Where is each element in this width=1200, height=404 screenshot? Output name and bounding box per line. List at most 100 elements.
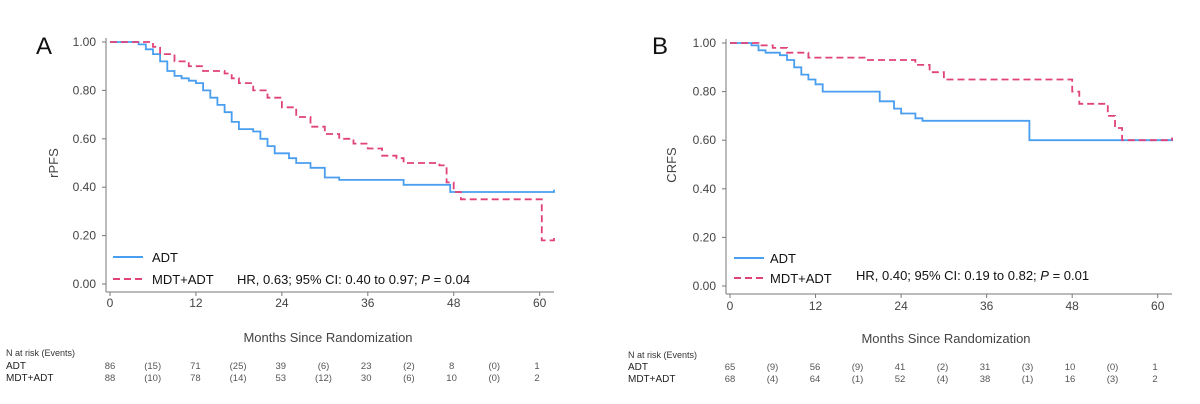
panel-a-plot-area: 0.00 0.20 0.40 0.60 0.80 1.00 0 12 24 36 48 60: [73, 35, 555, 310]
panel-a-legend-adt-label: ADT: [152, 250, 178, 265]
panel-b-risk-title: N at risk (Events): [628, 350, 697, 360]
panel-b-risk-cell: (3): [1022, 362, 1034, 373]
panel-b-risk-cell: (1): [1022, 374, 1034, 385]
panel-b-risk-cell: (9): [767, 362, 779, 373]
panel-a-risk-cell: 71: [190, 361, 201, 372]
panel-b-risk-cell: 10: [1065, 362, 1076, 373]
panel-b-risk-cell: (9): [852, 362, 864, 373]
panel-b-y-tick-label: 0.20: [693, 230, 717, 244]
panel-a-risk-cell: (2): [403, 361, 415, 372]
panel-b-risk-cell: (4): [767, 374, 779, 385]
panel-a-y-tick-label: 1.00: [73, 35, 97, 49]
panel-b-x-tick-label: 24: [894, 299, 908, 313]
panel-a-risk-cell: (10): [144, 373, 161, 384]
panel-b-risk-table: N at risk (Events) ADT MDT+ADT 65 (9) 56 (9…: [628, 350, 1158, 385]
panel-a-risk-cell: 78: [190, 373, 201, 384]
panel-b-risk-cell: 52: [895, 374, 906, 385]
panel-a-y-tick-label: 0.00: [73, 277, 97, 291]
panel-a-curve-adt: [110, 41, 555, 193]
panel-a-risk-cell: 88: [105, 373, 116, 384]
panel-a-x-tick-label: 12: [189, 296, 203, 310]
panel-b-risk-row-label: ADT: [628, 362, 648, 373]
panel-a-risk-values: 86 (15) 71 (25) 39 (6) 23 (2) 8 (0) 1 88 (10) 78 (14) 5…: [105, 361, 540, 384]
panel-b-x-tick-label: 48: [1066, 299, 1080, 313]
panel-a-legend-mdt-label: MDT+ADT: [152, 272, 214, 287]
panel-b-curve-mdt-adt: [730, 42, 1173, 142]
panel-a-risk-cell: (25): [230, 361, 247, 372]
panel-b-risk-cell: 16: [1065, 374, 1076, 385]
panel-b-x-axis-title: Months Since Randomization: [861, 331, 1030, 346]
panel-b-p-symbol: P: [1040, 268, 1049, 283]
panel-b-risk-cell: 56: [810, 362, 821, 373]
panel-b-x-tick-label: 0: [727, 299, 734, 313]
panel-a-risk-cell: 39: [276, 361, 287, 372]
panel-a-risk-cell: 53: [276, 373, 287, 384]
panel-b-y-axis-title: CRFS: [664, 147, 679, 183]
panel-a-y-tick-label: 0.40: [73, 180, 97, 194]
panel-a-risk-cell: (12): [315, 373, 332, 384]
panel-b-risk-cell: 38: [980, 374, 991, 385]
panel-a-curve-mdt-adt: [110, 41, 555, 242]
panel-b: B CRFS Months Since Randomization 0.000.…: [628, 33, 1173, 385]
panel-b-y-tick-label: 0.00: [693, 279, 717, 293]
panel-a-y-tick-label: 0.20: [73, 229, 97, 243]
panel-b-risk-row-label: MDT+ADT: [628, 374, 676, 385]
panel-a-risk-row-label: MDT+ADT: [6, 373, 54, 384]
panel-b-x-tick-label: 60: [1151, 299, 1165, 313]
panel-b-risk-cell: 2: [1152, 374, 1157, 385]
panel-a-p-value: = 0.04: [430, 272, 470, 287]
panel-a: A rPFS Months Since Randomization 0.000.…: [6, 33, 555, 384]
panel-a-risk-cell: 23: [361, 361, 372, 372]
panel-b-legend-adt-label: ADT: [770, 251, 796, 266]
panel-a-legend: ADT MDT+ADT: [113, 250, 214, 287]
panel-a-letter: A: [36, 33, 52, 60]
panel-b-y-tick-label: 0.60: [693, 133, 717, 147]
panel-b-letter: B: [652, 33, 668, 60]
panel-a-x-tick-label: 36: [361, 296, 375, 310]
panel-a-risk-cell: 86: [105, 361, 116, 372]
panel-a-x-axis-title: Months Since Randomization: [243, 330, 412, 345]
panel-a-risk-cell: 2: [534, 373, 539, 384]
panel-b-x-tick-label: 36: [980, 299, 994, 313]
panel-a-x-tick-label: 60: [533, 296, 547, 310]
panel-a-risk-cell: 10: [446, 373, 457, 384]
panel-a-y-tick-label: 0.60: [73, 132, 97, 146]
panel-b-p-value: = 0.01: [1049, 268, 1089, 283]
panel-a-x-tick-label: 24: [275, 296, 289, 310]
panel-a-p-symbol: P: [421, 272, 430, 287]
panel-b-risk-values: 65 (9) 56 (9) 41 (2) 31 (3) 10 (0) 1 68 (4) 64 (1) 52 (4…: [725, 362, 1158, 385]
panel-a-y-axis-title: rPFS: [46, 148, 61, 178]
panel-a-risk-cell: (0): [488, 373, 500, 384]
panel-a-risk-cell: (6): [403, 373, 415, 384]
panel-a-risk-cell: (0): [488, 361, 500, 372]
panel-b-legend-mdt-label: MDT+ADT: [770, 271, 832, 286]
panel-a-hr-text: HR, 0.63; 95% CI: 0.40 to 0.97;: [237, 272, 421, 287]
panel-b-risk-cell: (0): [1107, 362, 1119, 373]
panel-a-y-tick-label: 0.80: [73, 83, 97, 97]
panel-b-risk-cell: (2): [937, 362, 949, 373]
panel-b-risk-cell: (4): [937, 374, 949, 385]
panel-b-plot-area: 0.00 0.20 0.40 0.60 0.80 1.00 0 12 24 36 48 60: [693, 36, 1173, 313]
panel-b-y-tick-label: 0.80: [693, 85, 717, 99]
panel-a-risk-cell: 30: [361, 373, 372, 384]
panel-b-y-tick-label: 1.00: [693, 36, 717, 50]
panel-a-risk-cell: 1: [534, 361, 539, 372]
panel-b-risk-cell: 64: [810, 374, 821, 385]
panel-b-y-tick-label: 0.40: [693, 182, 717, 196]
panel-b-x-tick-label: 12: [809, 299, 823, 313]
panel-b-risk-cell: 31: [980, 362, 991, 373]
panel-b-curve-adt: [730, 42, 1173, 142]
panel-a-hr-annotation: HR, 0.63; 95% CI: 0.40 to 0.97; P = 0.04: [237, 272, 470, 287]
panel-b-hr-text: HR, 0.40; 95% CI: 0.19 to 0.82;: [856, 268, 1040, 283]
panel-a-risk-table: N at risk (Events) ADT MDT+ADT 86 (15) 71 (…: [6, 348, 540, 384]
panel-a-x-tick-label: 48: [447, 296, 461, 310]
panel-a-risk-row-label: ADT: [6, 361, 26, 372]
panel-b-legend: ADT MDT+ADT: [734, 251, 832, 286]
panel-a-x-tick-label: 0: [107, 296, 114, 310]
panel-a-risk-cell: (6): [318, 361, 330, 372]
panel-a-risk-cell: 8: [449, 361, 454, 372]
panel-b-risk-cell: 65: [725, 362, 736, 373]
panel-a-risk-cell: (14): [230, 373, 247, 384]
panel-b-risk-cell: 41: [895, 362, 906, 373]
